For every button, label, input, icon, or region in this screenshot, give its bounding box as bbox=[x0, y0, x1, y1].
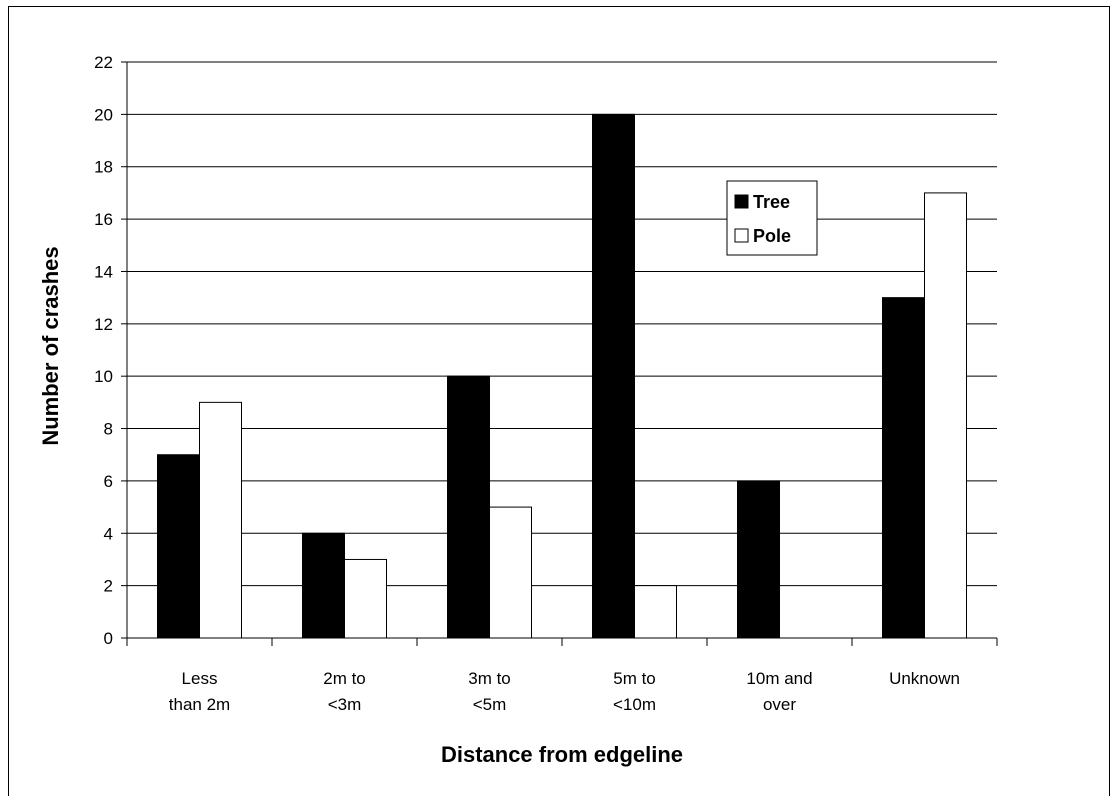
legend-swatch-tree bbox=[734, 194, 749, 209]
y-axis-title: Number of crashes bbox=[38, 246, 63, 445]
bar-pole bbox=[344, 558, 387, 639]
y-tick-label: 16 bbox=[94, 210, 113, 229]
y-tick-label: 2 bbox=[104, 577, 113, 596]
bar-pole bbox=[199, 401, 242, 639]
y-tick-label: 22 bbox=[94, 53, 113, 72]
y-tick-label: 20 bbox=[94, 105, 113, 124]
x-tick-label: Less than 2m bbox=[169, 669, 230, 714]
y-tick-label: 4 bbox=[104, 524, 113, 543]
bar-tree bbox=[447, 375, 490, 639]
y-tick-label: 18 bbox=[94, 158, 113, 177]
bar-pole bbox=[634, 585, 677, 639]
axes bbox=[121, 61, 998, 646]
y-tick-label: 8 bbox=[104, 420, 113, 439]
y-tick-label: 10 bbox=[94, 367, 113, 386]
legend: Tree Pole bbox=[726, 180, 818, 256]
chart-frame bbox=[8, 6, 1110, 796]
x-tick-labels: Less than 2m 2m to <3m 3m to <5m 5m to <10m 10m … bbox=[169, 669, 960, 714]
bars bbox=[157, 113, 967, 639]
y-tick-label: 12 bbox=[94, 315, 113, 334]
legend-label-tree: Tree bbox=[753, 192, 790, 212]
bar-pole bbox=[489, 506, 532, 639]
legend-box bbox=[726, 180, 818, 256]
bar-tree bbox=[737, 480, 780, 639]
legend-swatch-pole bbox=[734, 228, 749, 243]
y-tick-label: 6 bbox=[104, 472, 113, 491]
x-axis-title: Distance from edgeline bbox=[441, 742, 683, 767]
y-tick-label: 0 bbox=[104, 629, 113, 648]
bar-tree bbox=[882, 297, 925, 639]
legend-label-pole: Pole bbox=[753, 226, 791, 246]
bar-tree bbox=[592, 113, 635, 639]
x-tick-label: 10m and over bbox=[746, 669, 812, 714]
y-tick-labels: 0 2 4 6 8 10 12 14 16 18 20 22 bbox=[94, 53, 113, 648]
x-tick-label: 2m to <3m bbox=[323, 669, 366, 714]
bar-tree bbox=[302, 532, 345, 639]
x-tick-label: Unknown bbox=[889, 669, 960, 688]
gridlines bbox=[127, 61, 997, 587]
y-tick-label: 14 bbox=[94, 262, 113, 281]
x-tick-label: 3m to <5m bbox=[468, 669, 511, 714]
x-tick-label: 5m to <10m bbox=[613, 669, 656, 714]
bar-pole bbox=[924, 192, 967, 639]
bar-tree bbox=[157, 454, 200, 639]
